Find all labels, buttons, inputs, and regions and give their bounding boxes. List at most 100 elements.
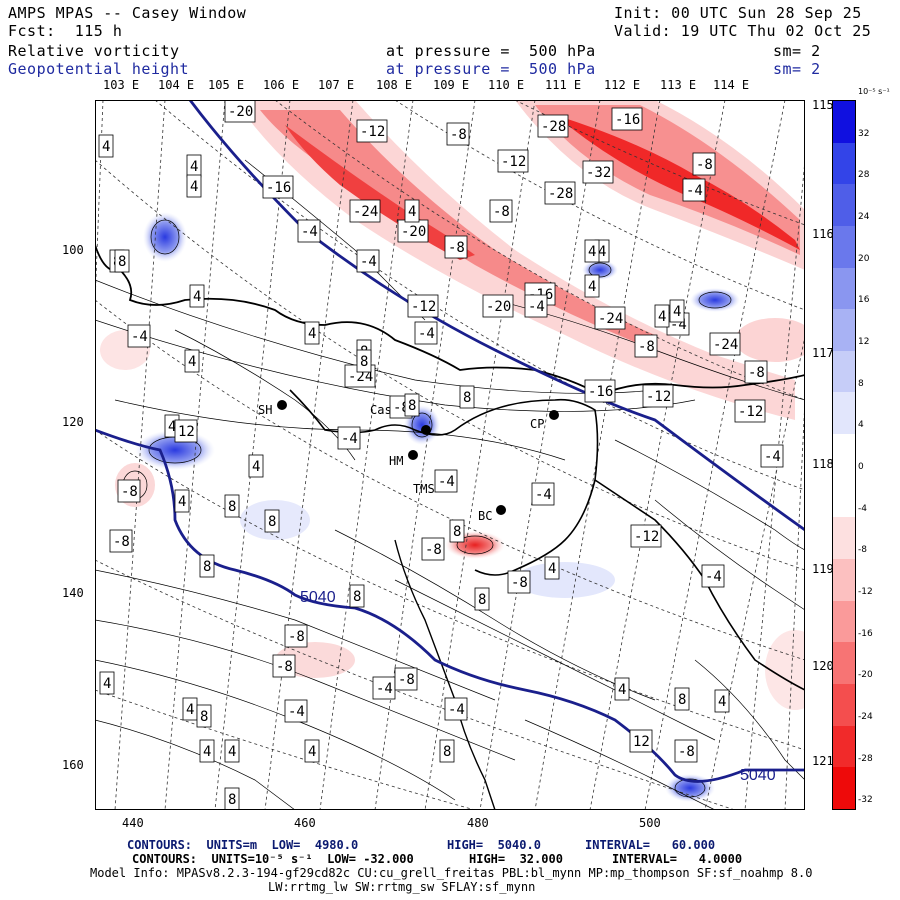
negative-contour-label-box [421, 537, 445, 561]
lonlat-grid [95, 100, 805, 810]
negative-contour-label-box [507, 570, 531, 594]
negative-contour-label: -8 [398, 672, 415, 688]
field1-name: Relative vorticity [8, 42, 180, 60]
colorbar-swatch [833, 309, 855, 351]
positive-contour-label: 4 [618, 682, 626, 698]
height-label-left: 5040 [300, 589, 336, 606]
colorbar-swatch [833, 184, 855, 226]
height-label-right: 5040 [740, 767, 776, 784]
colorbar-tick: 0 [858, 462, 864, 472]
negative-contour-label: -20 [486, 299, 511, 315]
positive-contour-label: 8 [478, 592, 486, 608]
positive-contour-label: 4 [588, 279, 596, 295]
forecast-hour: Fcst: 115 h [8, 22, 123, 40]
top-lon-tick: 106 E [263, 78, 300, 92]
colorbar-swatch [833, 475, 855, 518]
negative-contour-label-box [349, 199, 381, 223]
colorbar-tick: -20 [858, 670, 873, 681]
positive-contour-label-box [304, 321, 320, 345]
map-frame [95, 100, 805, 810]
neg-band2-mid [260, 110, 655, 350]
negative-contour-label-box [284, 699, 308, 723]
negative-contour-label: -28 [548, 186, 573, 202]
negative-contour-label: -12 [738, 404, 763, 420]
positive-contour-label-box [304, 739, 320, 763]
positive-contour-label-box [114, 249, 130, 273]
negative-contour-label-box [537, 114, 569, 138]
top-lon-tick: 114 E [713, 78, 750, 92]
negative-contour-label-box [584, 379, 616, 403]
bottom-axis-tick: 460 [294, 816, 316, 830]
field1-smoothing: sm= 2 [773, 42, 821, 60]
positive-contour-label-box [349, 584, 365, 608]
negative-contour-label-box [272, 654, 296, 678]
positive-contour-label: 4 [193, 289, 201, 305]
pos-spot [515, 562, 615, 598]
negative-contour-label-box [642, 384, 674, 408]
footer-model-info: Model Info: MPASv8.2.3-194-gf29cd82c CU:… [90, 866, 813, 880]
positive-contour-label: 4 [188, 354, 196, 370]
positive-contour-label: 4 [598, 244, 606, 260]
positive-contour-label: 4 [190, 179, 198, 195]
positive-contour-label: 4 [178, 494, 186, 510]
colorbar-swatch [833, 350, 855, 393]
top-lon-tick: 107 E [318, 78, 355, 92]
positive-contour-label-box [356, 349, 372, 373]
colorbar-tick: 8 [858, 378, 864, 389]
negative-contour-label: -4 [438, 474, 455, 490]
negative-contour-label: -4 [448, 702, 465, 718]
negative-contour-label: -8 [511, 575, 528, 591]
positive-contour-label-box [669, 299, 685, 323]
positive-contour-label: 4 [658, 309, 666, 325]
left-axis-tick: 140 [62, 586, 84, 600]
positive-contour-label-box [174, 489, 190, 513]
negative-contour-label-box [109, 529, 133, 553]
colorbar-swatch [833, 267, 855, 310]
negative-contour-label: -16 [615, 112, 640, 128]
footer-height-interval: INTERVAL= 60.000 [585, 838, 716, 852]
negative-contour-label-box [489, 199, 513, 223]
negative-contour-label-box [692, 152, 716, 176]
negative-contour-label-box [394, 667, 418, 691]
positive-contour-label: 4 [168, 419, 176, 435]
negative-contour-label: -8 [678, 744, 695, 760]
positive-contour-label: 4 [308, 744, 316, 760]
station-cp: CP [530, 417, 544, 431]
positive-contour-label-box [629, 729, 653, 753]
colorbar-swatch [833, 101, 855, 143]
bottom-axis-tick: 480 [467, 816, 489, 830]
negative-contour-label: -12 [360, 124, 385, 140]
vorticity-map: SH Casey HM TMS CP BC 5040 5040 -20-12 -8… [95, 100, 805, 810]
positive-contour-label-box [614, 677, 630, 701]
colorbar-swatch [833, 434, 855, 476]
valid-time: Valid: 19 UTC Thu 02 Oct 25 [614, 22, 872, 40]
positive-contour-label: 4 [102, 139, 110, 155]
positive-contour-label: 8 [200, 709, 208, 725]
negative-contour-label-box [297, 219, 321, 243]
negative-contour-label: -12 [501, 154, 526, 170]
negative-contour-label: -4 [341, 431, 358, 447]
negative-contour-label-box [760, 444, 784, 468]
top-lon-tick: 105 E [208, 78, 245, 92]
negative-contour-label-box [630, 524, 662, 548]
positive-contour-label: 8 [678, 692, 686, 708]
colorbar-swatch [833, 142, 855, 185]
negative-contour-label: -24 [598, 311, 623, 327]
footer-model-info-2: LW:rrtmg_lw SW:rrtmg_sw SFLAY:sf_mynn [268, 880, 536, 894]
negative-contour-label-box [701, 564, 725, 588]
station-bc: BC [478, 509, 492, 523]
negative-contour-label: -4 [301, 224, 318, 240]
negative-contour-label-box [407, 294, 439, 318]
positive-contour-label: 8 [203, 559, 211, 575]
positive-contour-label: 8 [118, 254, 126, 270]
negative-contour-label: -24 [713, 337, 738, 353]
top-lon-tick: 103 E [103, 78, 140, 92]
positive-contour-label: 8 [353, 589, 361, 605]
positive-contour-labels: 4448448444444488812488848484844884481248… [98, 134, 730, 810]
positive-contour-label: 8 [408, 398, 416, 414]
positive-contour-label: 8 [268, 514, 276, 530]
positive-contour-label-box [98, 134, 114, 158]
colorbar-tick: -4 [858, 503, 867, 514]
negative-contour-label-box [446, 122, 470, 146]
positive-contour-label-box [264, 509, 280, 533]
